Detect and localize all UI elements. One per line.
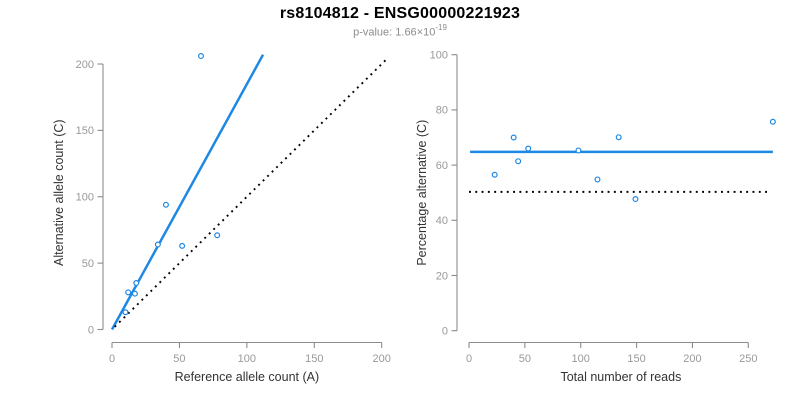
- data-point: [769, 118, 776, 125]
- y-axis-title: Percentage alternative (C): [415, 120, 429, 266]
- x-tick-label: 50: [519, 353, 531, 365]
- x-tick-label: 200: [373, 353, 391, 365]
- pvalue-exponent: -19: [435, 23, 447, 32]
- y-tick-label: 0: [88, 324, 94, 336]
- x-tick-label: 50: [173, 353, 185, 365]
- data-point: [214, 232, 221, 239]
- y-tick-label: 200: [76, 59, 94, 71]
- x-tick-label: 200: [683, 353, 701, 365]
- data-point: [198, 53, 205, 60]
- y-tick-label: 20: [436, 270, 448, 282]
- data-point: [122, 309, 129, 316]
- data-point: [515, 158, 522, 165]
- y-axis-title: Alternative allele count (C): [52, 119, 66, 266]
- data-point: [632, 196, 639, 203]
- data-point: [133, 280, 140, 287]
- data-point: [162, 201, 169, 208]
- x-tick-label: 0: [466, 353, 472, 365]
- x-axis-title: Total number of reads: [560, 370, 681, 384]
- x-tick-label: 100: [238, 353, 256, 365]
- identity-line: [114, 56, 390, 328]
- figure-title: rs8104812 - ENSG00000221923: [279, 5, 521, 22]
- x-tick-label: 250: [739, 353, 757, 365]
- data-point: [131, 290, 138, 297]
- x-tick-label: 150: [305, 353, 323, 365]
- data-point: [510, 134, 517, 141]
- data-point: [594, 176, 601, 183]
- y-tick-label: 40: [436, 215, 448, 227]
- x-tick-label: 150: [627, 353, 645, 365]
- x-tick-label: 0: [109, 353, 115, 365]
- y-tick-label: 60: [436, 160, 448, 172]
- y-tick-label: 50: [82, 258, 94, 270]
- regression-line: [110, 54, 265, 331]
- data-point: [154, 241, 161, 248]
- y-tick-label: 80: [436, 105, 448, 117]
- data-point: [179, 242, 186, 249]
- data-point: [575, 147, 582, 154]
- figure-subtitle: p-value: 1.66×10-19: [0, 23, 800, 39]
- x-tick-label: 100: [572, 353, 590, 365]
- pvalue-label: p-value: 1.66×10: [353, 26, 436, 39]
- y-tick-label: 100: [76, 192, 94, 204]
- x-axis-title: Reference allele count (A): [175, 370, 320, 384]
- data-point: [491, 171, 498, 178]
- y-tick-label: 0: [442, 326, 448, 338]
- y-tick-label: 150: [76, 125, 94, 137]
- data-point: [615, 134, 622, 141]
- data-point: [525, 145, 532, 152]
- y-tick-label: 100: [430, 50, 448, 62]
- data-point: [125, 289, 132, 296]
